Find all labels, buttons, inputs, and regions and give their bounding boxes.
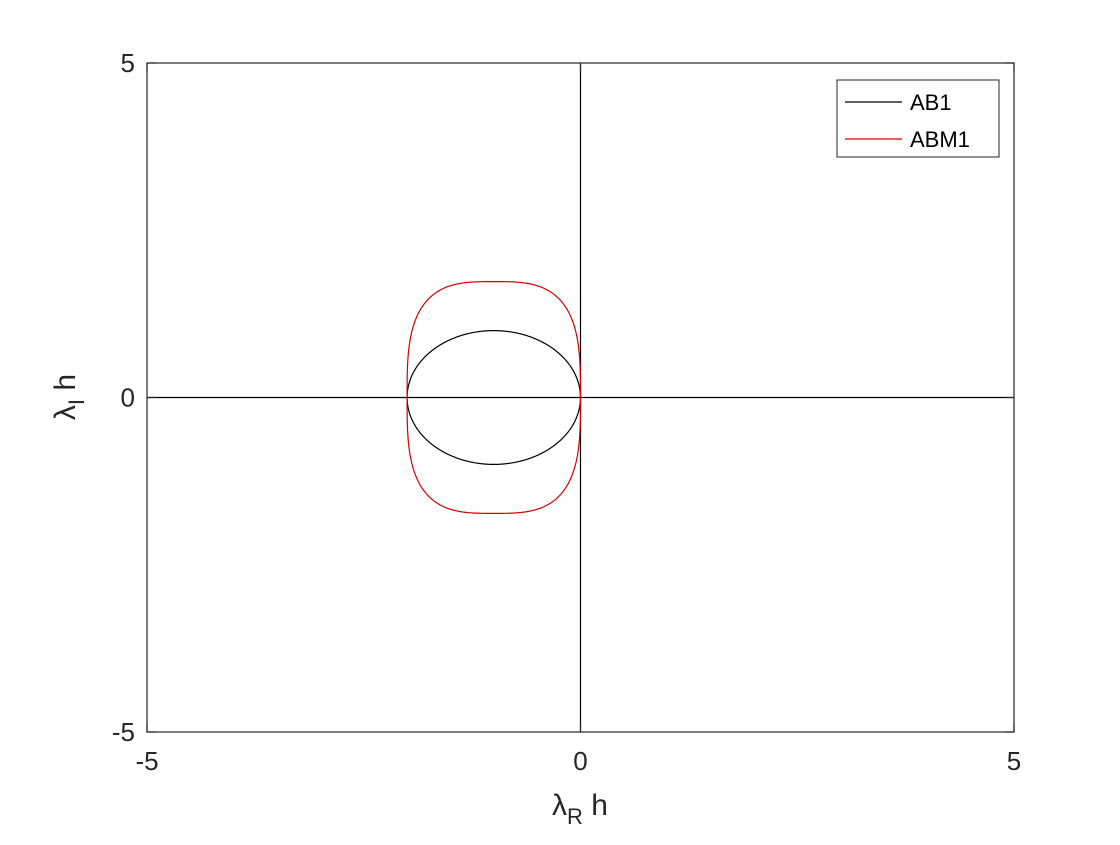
x-tick-label: 0 (573, 746, 587, 776)
y-tick-label: 0 (121, 383, 135, 413)
x-axis-ticks: -5 0 5 (135, 63, 1021, 776)
y-axis-ticks: -5 0 5 (112, 48, 1014, 747)
y-axis-label: λI h (49, 374, 89, 420)
x-tick-label: -5 (135, 746, 158, 776)
x-axis-label-symbol: λ (552, 789, 567, 822)
x-axis-label: λR h (552, 789, 608, 829)
x-axis-label-suffix: h (583, 789, 608, 822)
series-layer (406, 281, 582, 514)
legend-box (836, 79, 1000, 158)
legend-label-abm1: ABM1 (910, 127, 970, 152)
y-axis-label-suffix: h (49, 374, 82, 399)
x-tick-label: 5 (1007, 746, 1021, 776)
y-tick-label: -5 (112, 717, 135, 747)
legend-label-ab1: AB1 (910, 90, 952, 115)
legend: AB1 ABM1 (836, 79, 1000, 158)
y-tick-label: 5 (121, 48, 135, 78)
y-axis-label-subscript: I (64, 399, 89, 405)
y-axis-label-symbol: λ (49, 405, 82, 420)
series-line-abm1 (406, 281, 582, 514)
x-axis-label-subscript: R (567, 804, 583, 829)
